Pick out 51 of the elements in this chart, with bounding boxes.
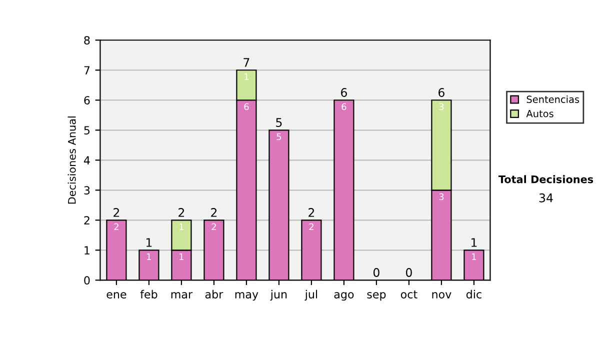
x-tick-label: ago xyxy=(334,292,354,301)
y-tick-label: 2 xyxy=(84,216,90,224)
y-tick-label: 4 xyxy=(84,156,90,164)
y-tick-label: 8 xyxy=(84,36,90,44)
data-label: 6 xyxy=(244,103,249,110)
text: Total Decisiones xyxy=(498,175,594,184)
total-label: 0 xyxy=(406,268,412,277)
total-label: 5 xyxy=(276,118,282,127)
data-label: 1 xyxy=(244,73,248,80)
total-label: 1 xyxy=(471,238,477,247)
total-label: 2 xyxy=(114,208,120,217)
y-tick-label: 3 xyxy=(84,186,90,195)
y-tick-label: 5 xyxy=(84,126,90,135)
data-label: 6 xyxy=(342,103,346,110)
x-tick-label: ene xyxy=(106,292,126,298)
y-tick-label: 6 xyxy=(84,96,90,105)
data-label: 2 xyxy=(309,223,314,230)
x-tick-label: abr xyxy=(205,290,224,298)
total-label: 0 xyxy=(373,268,380,277)
data-label: 1 xyxy=(472,253,476,260)
x-tick-label: jun xyxy=(270,290,287,301)
x-tick-label: feb xyxy=(140,290,158,298)
total-label: 6 xyxy=(438,88,444,97)
data-label: 2 xyxy=(114,223,118,230)
total-label: 6 xyxy=(341,88,347,97)
y-axis-title: Decisiones Anual xyxy=(68,116,76,204)
total-label: 2 xyxy=(211,208,217,217)
x-tick-label: nov xyxy=(432,292,452,298)
data-label: 5 xyxy=(276,133,282,140)
data-label: 3 xyxy=(439,193,444,200)
x-tick-label: dic xyxy=(466,290,482,298)
data-label: 1 xyxy=(147,253,151,260)
legend-label: Autos xyxy=(526,110,554,118)
x-tick-label: oct xyxy=(400,290,418,298)
x-tick-label: may xyxy=(235,292,258,301)
data-label: 2 xyxy=(212,223,216,230)
total-label: 7 xyxy=(244,58,250,67)
x-tick-label: sep xyxy=(367,292,386,301)
data-label: 1 xyxy=(180,253,184,260)
total-label: 2 xyxy=(178,208,184,217)
legend-label: Sentencias xyxy=(526,95,580,104)
y-tick-label: 7 xyxy=(84,66,90,74)
total-label: 1 xyxy=(146,238,152,247)
y-tick-label: 0 xyxy=(84,276,90,285)
data-label: 3 xyxy=(439,103,444,110)
total-label: 2 xyxy=(308,208,314,217)
data-label: 1 xyxy=(180,223,184,230)
y-tick-label: 1 xyxy=(84,246,90,254)
x-tick-label: mar xyxy=(171,292,193,298)
text: 34 xyxy=(539,193,553,202)
x-tick-label: jul xyxy=(304,290,318,301)
